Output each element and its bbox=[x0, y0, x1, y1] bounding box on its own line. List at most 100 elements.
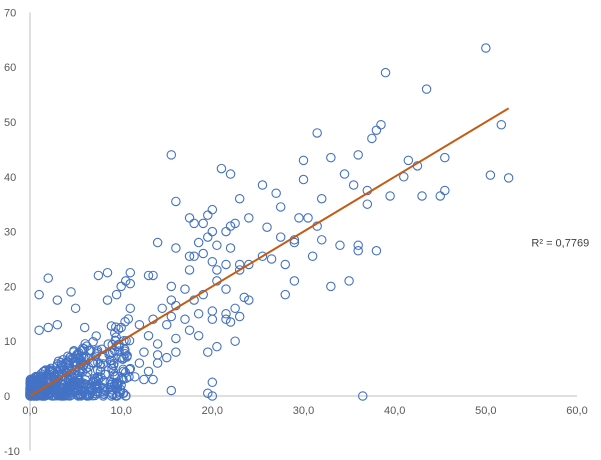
data-point bbox=[66, 287, 76, 297]
data-point bbox=[244, 213, 254, 223]
data-point bbox=[74, 350, 84, 360]
data-point bbox=[207, 204, 218, 215]
data-point bbox=[166, 311, 177, 322]
data-point bbox=[440, 152, 450, 163]
data-point bbox=[481, 43, 491, 53]
data-point bbox=[225, 317, 236, 327]
data-point bbox=[207, 226, 218, 237]
data-point bbox=[45, 389, 55, 399]
data-point bbox=[50, 390, 60, 401]
data-point bbox=[353, 240, 363, 251]
data-point bbox=[121, 373, 132, 383]
data-point bbox=[90, 375, 101, 385]
data-point bbox=[221, 309, 231, 319]
data-points bbox=[34, 43, 514, 401]
data-point bbox=[85, 383, 95, 394]
data-point bbox=[326, 281, 336, 292]
data-point bbox=[139, 374, 149, 385]
data-point bbox=[234, 193, 245, 204]
data-point bbox=[143, 330, 154, 341]
data-point bbox=[152, 358, 163, 368]
data-point bbox=[123, 314, 134, 324]
data-point bbox=[96, 372, 106, 382]
y-tick-label: 10 bbox=[4, 336, 16, 348]
data-point bbox=[162, 320, 172, 330]
data-point bbox=[166, 150, 177, 160]
data-point bbox=[104, 349, 114, 360]
data-point bbox=[399, 172, 409, 182]
data-point bbox=[52, 320, 63, 330]
data-point bbox=[88, 337, 98, 347]
data-point bbox=[90, 390, 100, 401]
y-tick-label: 0 bbox=[4, 391, 10, 403]
data-point bbox=[113, 378, 123, 388]
data-point bbox=[198, 248, 208, 259]
data-point bbox=[275, 232, 286, 242]
data-point bbox=[102, 295, 113, 305]
x-tick-labels: 0,0 10,0 20,0 30,0 40,0 50,0 60,0 bbox=[22, 405, 587, 417]
data-point bbox=[353, 246, 363, 256]
data-point bbox=[117, 354, 128, 364]
data-point bbox=[307, 251, 318, 262]
x-tick-label: 50,0 bbox=[475, 405, 496, 417]
data-point bbox=[230, 218, 240, 229]
data-point bbox=[280, 259, 291, 270]
data-point bbox=[257, 251, 268, 262]
data-point bbox=[203, 210, 213, 220]
data-point bbox=[52, 387, 63, 398]
data-point bbox=[43, 273, 53, 283]
y-tick-label: 70 bbox=[4, 7, 16, 19]
data-point bbox=[110, 371, 121, 382]
data-point bbox=[148, 270, 158, 281]
data-point bbox=[316, 235, 327, 245]
data-point bbox=[93, 270, 104, 281]
x-tick-label: 20,0 bbox=[202, 405, 223, 417]
data-point bbox=[403, 155, 414, 166]
data-point bbox=[244, 295, 254, 305]
data-point bbox=[134, 320, 145, 330]
data-point bbox=[118, 364, 128, 375]
data-point bbox=[171, 347, 181, 357]
data-point bbox=[134, 358, 145, 368]
data-point bbox=[225, 169, 236, 179]
data-point bbox=[180, 314, 190, 325]
data-point bbox=[193, 309, 204, 319]
data-point bbox=[207, 314, 218, 325]
data-point bbox=[234, 265, 245, 275]
y-tick-labels: -10 0 10 20 30 40 50 60 70 bbox=[4, 7, 20, 457]
data-point bbox=[34, 325, 44, 335]
data-point bbox=[166, 385, 177, 396]
data-point bbox=[193, 330, 204, 341]
data-point bbox=[421, 84, 432, 94]
data-point bbox=[107, 355, 117, 366]
data-point bbox=[108, 366, 119, 377]
data-point bbox=[496, 119, 507, 130]
data-point bbox=[184, 251, 195, 262]
trendline bbox=[29, 107, 510, 397]
data-point bbox=[298, 174, 309, 185]
data-point bbox=[111, 289, 122, 300]
data-point bbox=[72, 349, 83, 359]
data-point bbox=[171, 243, 181, 253]
data-point bbox=[417, 191, 427, 201]
data-point bbox=[376, 119, 386, 130]
data-point bbox=[234, 311, 245, 322]
data-point bbox=[69, 357, 80, 368]
data-point bbox=[189, 218, 199, 229]
data-point bbox=[143, 270, 154, 281]
x-tick-label: 10,0 bbox=[110, 405, 131, 417]
data-point bbox=[440, 185, 450, 196]
data-point bbox=[326, 152, 336, 163]
data-point bbox=[221, 314, 231, 325]
data-point bbox=[73, 386, 84, 396]
data-point bbox=[198, 218, 208, 229]
data-point bbox=[27, 384, 37, 395]
data-point bbox=[503, 173, 514, 183]
data-point bbox=[91, 331, 101, 341]
data-point bbox=[166, 281, 177, 292]
data-point bbox=[221, 284, 231, 294]
data-point bbox=[58, 355, 68, 365]
data-point bbox=[108, 360, 119, 371]
data-point bbox=[52, 295, 63, 305]
data-point bbox=[98, 359, 109, 369]
